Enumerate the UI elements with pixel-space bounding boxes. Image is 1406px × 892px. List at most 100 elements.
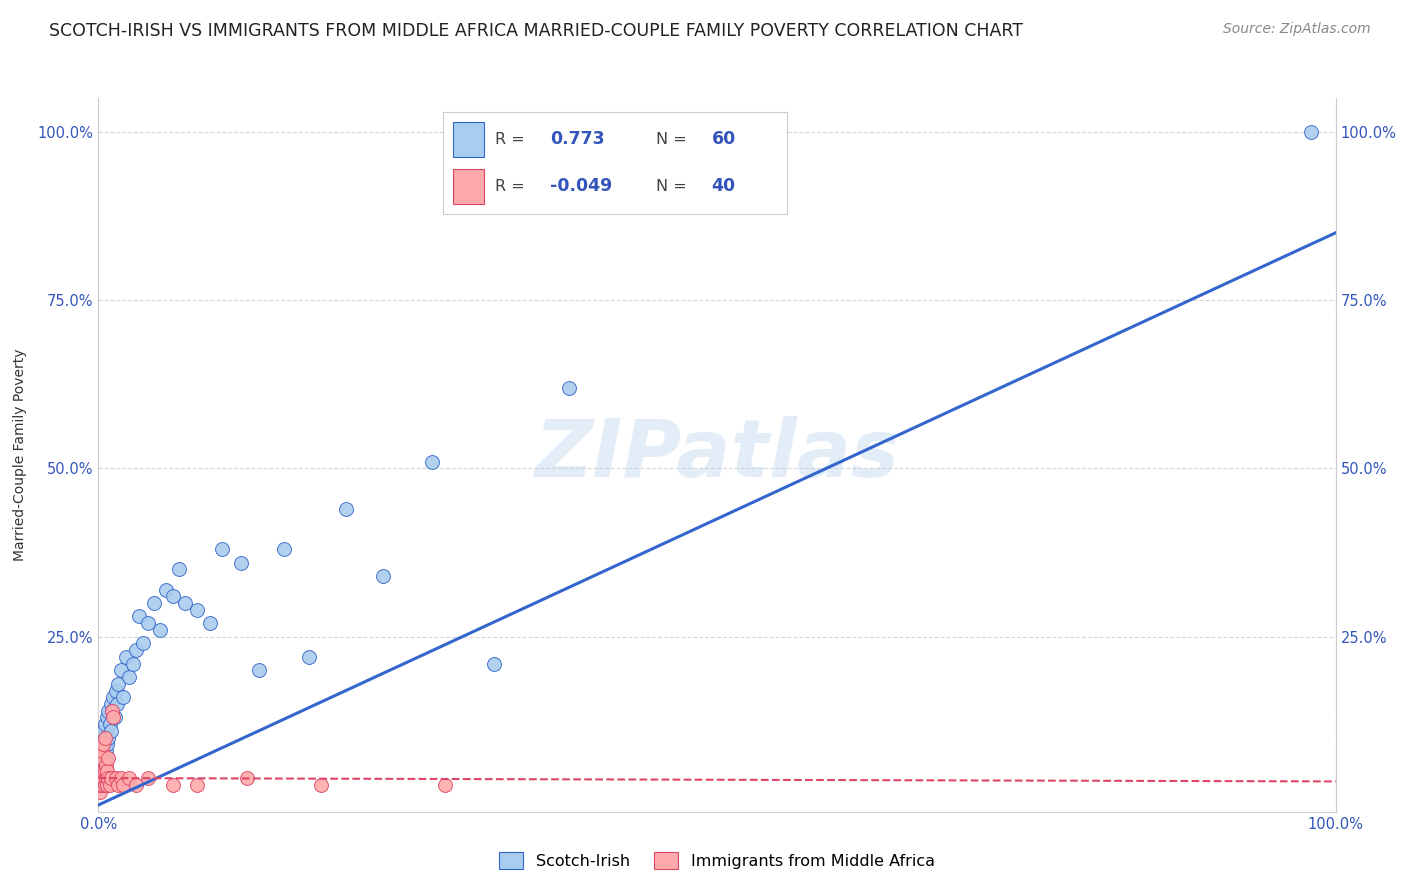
Point [136, 771, 159, 785]
Text: Source: ZipAtlas.com: Source: ZipAtlas.com [1223, 22, 1371, 37]
Point [90, 751, 112, 765]
Text: N =: N = [657, 132, 688, 146]
Point [98, 717, 121, 731]
Point [273, 542, 295, 557]
Point [422, 455, 444, 469]
Point [93, 744, 115, 758]
Bar [453, 122, 484, 157]
Point [335, 501, 357, 516]
Bar [453, 169, 484, 204]
Point [371, 569, 394, 583]
Text: 40: 40 [711, 178, 735, 195]
Point [1299, 125, 1322, 139]
Point [96, 764, 118, 779]
Point [100, 771, 122, 785]
Point [90, 751, 112, 765]
Point [132, 636, 155, 650]
Point [186, 603, 208, 617]
Point [107, 778, 129, 792]
Point [93, 723, 115, 738]
Point [100, 697, 122, 711]
Point [89, 784, 111, 798]
Point [198, 616, 221, 631]
Point [298, 649, 321, 664]
Point [93, 717, 115, 731]
Text: N =: N = [657, 179, 688, 194]
Point [89, 771, 111, 785]
Text: SCOTCH-IRISH VS IMMIGRANTS FROM MIDDLE AFRICA MARRIED-COUPLE FAMILY POVERTY CORR: SCOTCH-IRISH VS IMMIGRANTS FROM MIDDLE A… [49, 22, 1024, 40]
Point [94, 744, 117, 758]
Point [89, 764, 111, 779]
Point [143, 596, 166, 610]
Point [97, 751, 120, 765]
Point [124, 643, 146, 657]
Point [101, 704, 124, 718]
Point [97, 704, 120, 718]
Point [91, 731, 114, 745]
Point [155, 582, 177, 597]
Point [89, 757, 111, 772]
Point [89, 778, 111, 792]
Point [236, 771, 259, 785]
Point [433, 778, 456, 792]
Point [93, 764, 115, 779]
Point [89, 764, 111, 779]
Point [104, 683, 127, 698]
Point [96, 710, 118, 724]
Point [90, 778, 112, 792]
Point [94, 771, 117, 785]
Point [149, 623, 172, 637]
Point [107, 677, 129, 691]
Point [186, 778, 208, 792]
Point [97, 731, 120, 745]
Point [94, 757, 117, 772]
Point [91, 744, 114, 758]
Y-axis label: Married-Couple Family Poverty: Married-Couple Family Poverty [13, 349, 27, 561]
Point [93, 778, 115, 792]
Point [103, 710, 125, 724]
Point [229, 556, 252, 570]
Point [90, 778, 112, 792]
Point [103, 710, 125, 724]
Point [112, 690, 135, 705]
Point [114, 649, 136, 664]
Point [124, 778, 146, 792]
Point [93, 751, 115, 765]
Point [94, 731, 117, 745]
Point [96, 738, 118, 752]
Point [90, 764, 112, 779]
Text: R =: R = [495, 179, 524, 194]
Point [162, 589, 184, 603]
Text: 60: 60 [711, 130, 735, 148]
Point [557, 381, 579, 395]
Point [101, 704, 124, 718]
Point [174, 596, 197, 610]
Point [93, 738, 115, 752]
Point [93, 764, 115, 779]
Point [484, 657, 506, 671]
Point [118, 771, 141, 785]
Point [93, 738, 115, 752]
Point [93, 757, 115, 772]
Point [247, 664, 270, 678]
Point [91, 738, 114, 752]
Text: 0.773: 0.773 [550, 130, 605, 148]
Point [91, 764, 114, 779]
Point [98, 778, 121, 792]
Point [97, 771, 120, 785]
Point [90, 771, 112, 785]
Point [89, 771, 111, 785]
Point [93, 771, 115, 785]
Point [96, 778, 118, 792]
Point [112, 778, 135, 792]
Point [105, 697, 128, 711]
Point [211, 542, 233, 557]
Point [104, 771, 127, 785]
Point [90, 744, 112, 758]
Point [93, 731, 115, 745]
Point [162, 778, 184, 792]
Point [110, 664, 132, 678]
Point [118, 670, 141, 684]
Legend: Scotch-Irish, Immigrants from Middle Africa: Scotch-Irish, Immigrants from Middle Afr… [494, 846, 941, 875]
Point [122, 657, 145, 671]
